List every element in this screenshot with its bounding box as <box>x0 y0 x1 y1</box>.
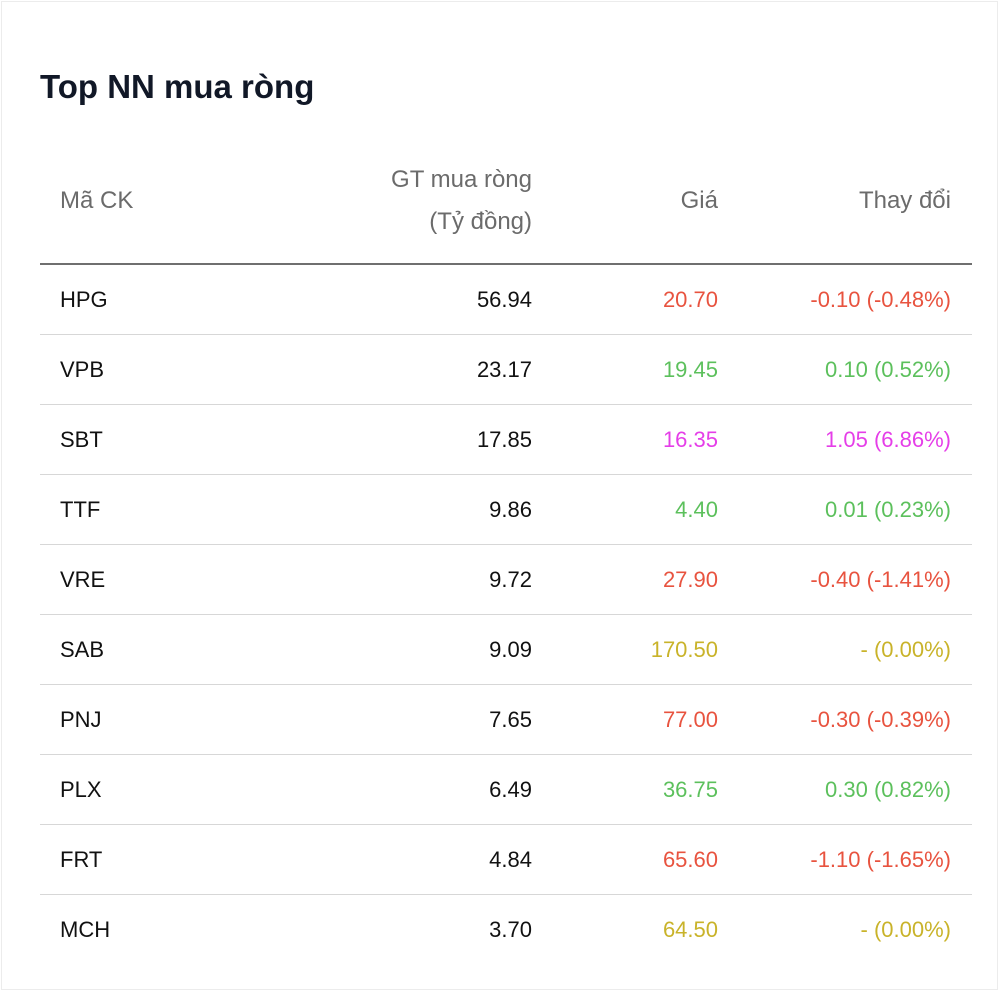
change-cell: 0.10 (0.52%) <box>825 357 951 382</box>
column-header-price: Giá <box>680 187 718 214</box>
table-row[interactable]: HPG 56.94 20.70 -0.10 (-0.48%) <box>40 265 972 335</box>
price-cell: 65.60 <box>662 847 718 872</box>
change-cell: -0.10 (-0.48%) <box>810 287 951 312</box>
column-header-change: Thay đổi <box>858 187 951 214</box>
column-header-net-value-line1: GT mua ròng <box>391 166 532 193</box>
change-cell: -0.40 (-1.41%) <box>810 567 951 592</box>
card-title: Top NN mua ròng <box>40 68 315 105</box>
net-value-cell: 56.94 <box>476 287 532 312</box>
price-cell: 77.00 <box>662 707 718 732</box>
net-value-cell: 4.84 <box>489 847 532 872</box>
price-cell: 20.70 <box>662 287 718 312</box>
symbol-cell: TTF <box>60 497 101 522</box>
price-cell: 16.35 <box>662 427 718 452</box>
net-buy-table: Mã CK GT mua ròng (Tỷ đồng) Giá Thay đổi… <box>40 150 972 964</box>
net-value-cell: 17.85 <box>476 427 532 452</box>
net-value-cell: 3.70 <box>489 917 532 942</box>
price-cell: 36.75 <box>662 777 718 802</box>
price-cell: 19.45 <box>662 357 718 382</box>
net-value-cell: 9.86 <box>489 497 532 522</box>
price-cell: 27.90 <box>662 567 718 592</box>
table-body: HPG 56.94 20.70 -0.10 (-0.48%) VPB 23.17… <box>40 265 972 964</box>
change-cell: 1.05 (6.86%) <box>825 427 951 452</box>
net-value-cell: 7.65 <box>489 707 532 732</box>
column-header-net-value-line2: (Tỷ đồng) <box>429 208 532 235</box>
symbol-cell: MCH <box>60 917 111 942</box>
symbol-cell: FRT <box>60 847 103 872</box>
table-row[interactable]: MCH 3.70 64.50 - (0.00%) <box>40 895 972 964</box>
column-header-net-value: GT mua ròng (Tỷ đồng) <box>391 159 532 243</box>
change-cell: -1.10 (-1.65%) <box>810 847 951 872</box>
symbol-cell: PLX <box>60 777 102 802</box>
symbol-cell: SAB <box>60 637 105 662</box>
table-row[interactable]: TTF 9.86 4.40 0.01 (0.23%) <box>40 475 972 545</box>
table-row[interactable]: SBT 17.85 16.35 1.05 (6.86%) <box>40 405 972 475</box>
change-cell: -0.30 (-0.39%) <box>810 707 951 732</box>
net-value-cell: 6.49 <box>489 777 532 802</box>
change-cell: 0.01 (0.23%) <box>825 497 951 522</box>
change-cell: 0.30 (0.82%) <box>825 777 951 802</box>
net-value-cell: 23.17 <box>476 357 532 382</box>
net-value-cell: 9.09 <box>489 637 532 662</box>
symbol-cell: PNJ <box>60 707 102 732</box>
symbol-cell: SBT <box>60 427 103 452</box>
table-row[interactable]: VPB 23.17 19.45 0.10 (0.52%) <box>40 335 972 405</box>
symbol-cell: VPB <box>60 357 105 382</box>
table-row[interactable]: SAB 9.09 170.50 - (0.00%) <box>40 615 972 685</box>
price-cell: 64.50 <box>662 917 718 942</box>
change-cell: - (0.00%) <box>860 637 951 662</box>
symbol-cell: VRE <box>60 567 106 592</box>
price-cell: 4.40 <box>675 497 718 522</box>
net-value-cell: 9.72 <box>489 567 532 592</box>
table-row[interactable]: PNJ 7.65 77.00 -0.30 (-0.39%) <box>40 685 972 755</box>
table-row[interactable]: FRT 4.84 65.60 -1.10 (-1.65%) <box>40 825 972 895</box>
price-cell: 170.50 <box>650 637 718 662</box>
column-header-symbol: Mã CK <box>60 187 134 214</box>
table-row[interactable]: PLX 6.49 36.75 0.30 (0.82%) <box>40 755 972 825</box>
table-header: Mã CK GT mua ròng (Tỷ đồng) Giá Thay đổi <box>40 150 972 265</box>
table-row[interactable]: VRE 9.72 27.90 -0.40 (-1.41%) <box>40 545 972 615</box>
symbol-cell: HPG <box>60 287 108 312</box>
change-cell: - (0.00%) <box>860 917 951 942</box>
